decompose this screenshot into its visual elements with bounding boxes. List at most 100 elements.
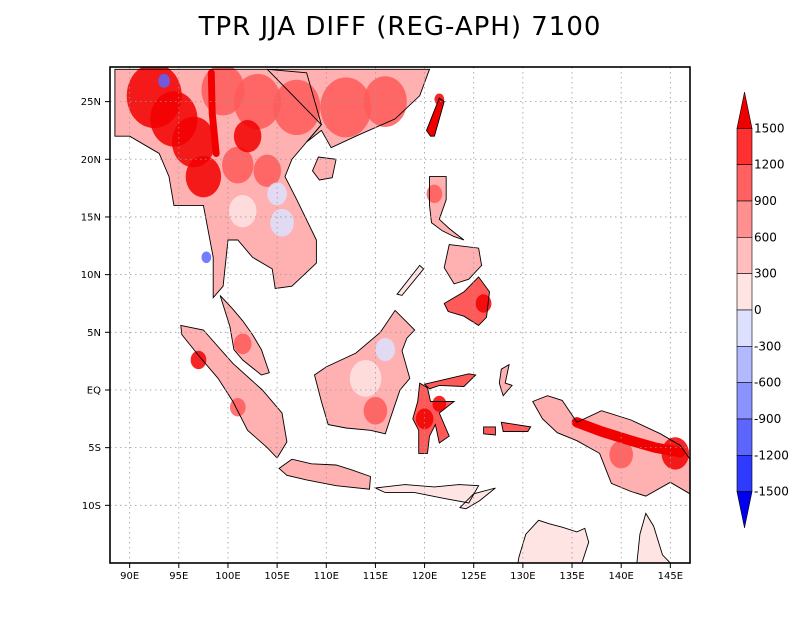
anomaly-patch — [426, 184, 443, 204]
anomaly-band — [207, 69, 220, 157]
coastline-hainan — [311, 156, 337, 181]
axis-ticks: 90E 95E 100E 105E 110E 115E 120E 125E 130E 135E 14… — [81, 97, 683, 582]
anomaly-patch — [267, 182, 287, 206]
x-tick-label: 105E — [264, 571, 289, 582]
coastline-sulawesi-north — [423, 373, 477, 390]
anomaly-patch — [171, 116, 216, 168]
landmass-timor — [460, 488, 496, 509]
landmass-cape-york — [636, 513, 671, 563]
colorbar-label: 1200 — [754, 158, 785, 172]
colorbar-label: -900 — [754, 412, 781, 426]
anomaly-patch — [228, 195, 257, 228]
colorbar-swatch — [736, 128, 753, 165]
x-tick-label: 140E — [608, 571, 633, 582]
x-tick-label: 110E — [314, 571, 339, 582]
colorbar-swatch — [736, 418, 753, 456]
colorbar-swatch — [736, 200, 753, 238]
colorbar-label: 900 — [754, 194, 777, 208]
colorbar-label: -300 — [754, 339, 781, 353]
landmass-lesser-sunda — [375, 484, 479, 503]
y-tick-label: 10N — [81, 270, 101, 281]
colorbar-swatch — [736, 382, 753, 420]
coastline-taiwan — [425, 97, 445, 137]
land-layer — [114, 67, 690, 563]
coastline-sulawesi-body — [412, 382, 456, 454]
landmass-taiwan — [426, 98, 445, 137]
coastline-halmahera — [498, 363, 513, 397]
anomaly-patch — [432, 395, 447, 412]
colorbar-label: 0 — [754, 303, 762, 317]
landmass-buru — [483, 426, 496, 435]
anomaly-patch — [363, 396, 388, 425]
colorbar-swatch — [736, 164, 753, 202]
anomaly-patch — [273, 79, 321, 136]
x-tick-label: 135E — [559, 571, 584, 582]
anomaly-patch — [415, 408, 434, 430]
anomaly-band — [571, 417, 686, 458]
colorbar-swatch — [736, 273, 753, 311]
landmass-sumatra — [180, 325, 287, 458]
coastline-mindanao — [443, 276, 490, 326]
x-tick-label: 120E — [412, 571, 437, 582]
x-tick-label: 95E — [169, 571, 188, 582]
coastline-timor — [459, 487, 496, 510]
coastline-borneo — [313, 309, 416, 435]
anomaly-patch — [233, 120, 262, 153]
anomaly-patch — [253, 154, 282, 187]
coastline-australia-north — [517, 519, 590, 563]
anomaly-patch — [222, 146, 254, 184]
y-tick-label: 5N — [87, 328, 101, 339]
y-tick-label: EQ — [87, 385, 101, 396]
y-tick-label: 25N — [81, 97, 101, 108]
coastline-palawan — [396, 264, 425, 296]
anomaly-patch — [320, 77, 372, 138]
map-title: TPR JJA DIFF (REG-APH) 7100 — [198, 12, 602, 42]
colorbar-label: 600 — [754, 230, 777, 244]
colorbar-swatch — [736, 309, 753, 347]
y-tick-label: 15N — [81, 212, 101, 223]
anomaly-patch — [233, 73, 282, 130]
coastline-buru — [483, 426, 496, 436]
coastline-java — [278, 458, 371, 490]
colorbar-label: -1200 — [754, 448, 789, 462]
x-tick-label: 90E — [120, 571, 139, 582]
colorbar: 1500 1200 900 600 300 0 -300 -600 -900 -1200 -1500 — [736, 91, 789, 529]
coastline-sumatra — [180, 324, 288, 459]
y-tick-label: 20N — [81, 155, 101, 166]
colorbar-label: 300 — [754, 267, 777, 281]
x-tick-label: 125E — [461, 571, 486, 582]
landmass-palawan — [397, 265, 424, 296]
anomaly-patch — [434, 93, 445, 106]
colorbar-label: -1500 — [754, 485, 789, 499]
landmass-hainan — [312, 157, 337, 180]
landmass-java — [279, 459, 371, 490]
y-tick-label: 5S — [88, 443, 101, 454]
x-tick-label: 115E — [363, 571, 388, 582]
colorbar-label: 1500 — [754, 121, 785, 135]
landmass-sulawesi-north — [424, 373, 476, 389]
anomaly-patch — [201, 251, 212, 264]
anomaly-patch — [190, 350, 207, 370]
anomaly-patch — [349, 359, 382, 397]
colorbar-cap-top — [736, 91, 753, 129]
colorbar-label: -600 — [754, 376, 781, 390]
coastline-cape-york — [636, 512, 671, 563]
landmass-australia-north — [518, 520, 589, 563]
coastline-malay-peninsula — [219, 295, 270, 376]
anomaly-patch — [270, 208, 294, 237]
coastline-new-guinea — [532, 395, 690, 497]
anomaly-patch — [185, 155, 222, 198]
x-tick-label: 145E — [658, 571, 683, 582]
colorbar-swatch — [736, 455, 753, 492]
y-tick-label: 10S — [82, 501, 101, 512]
anomaly-patch — [375, 338, 396, 362]
anomaly-patch — [158, 73, 170, 88]
colorbar-swatch — [736, 346, 753, 383]
landmass-seram — [501, 422, 531, 432]
landmass-visayas — [444, 244, 482, 284]
landmass-sulawesi-body — [412, 383, 455, 454]
coastline-seram — [500, 421, 532, 432]
colorbar-cap-bottom — [736, 491, 753, 529]
coastline-visayas — [443, 244, 483, 285]
